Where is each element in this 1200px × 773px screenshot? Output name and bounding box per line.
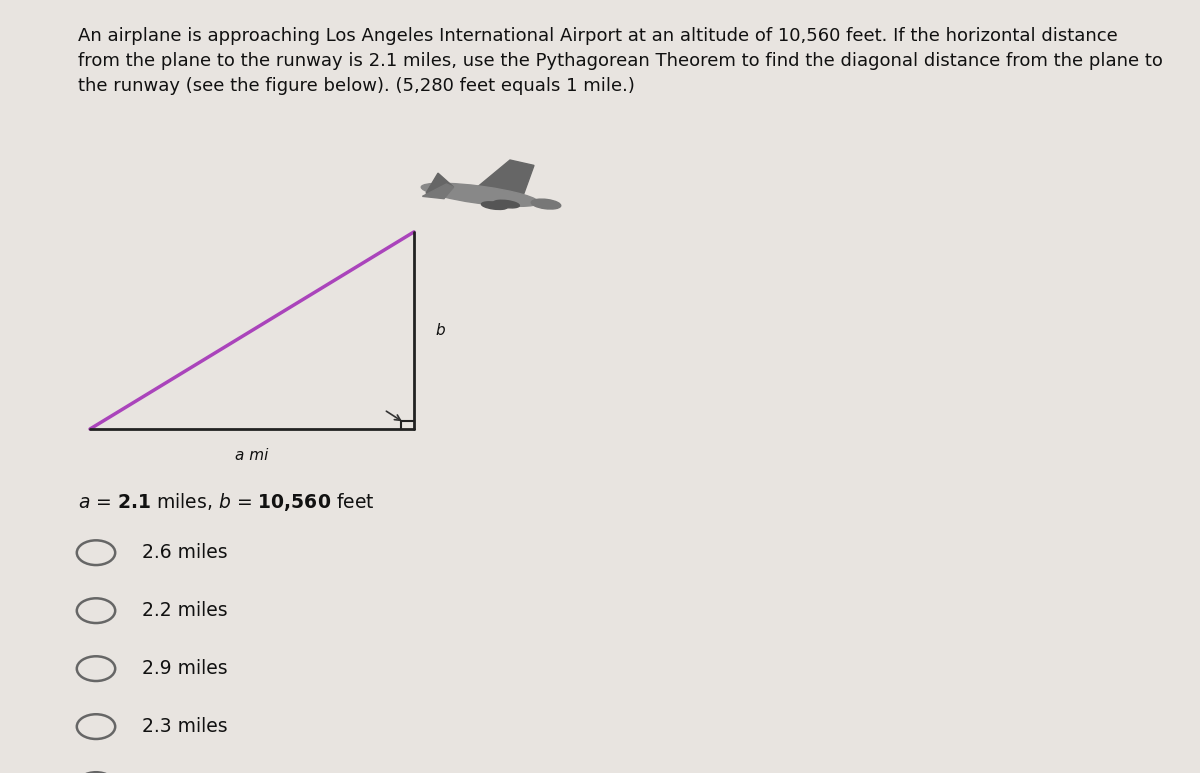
Text: a mi: a mi bbox=[235, 448, 269, 463]
Polygon shape bbox=[468, 160, 534, 199]
Text: 2.3 miles: 2.3 miles bbox=[142, 717, 227, 736]
Ellipse shape bbox=[532, 199, 560, 209]
Text: An airplane is approaching Los Angeles International Airport at an altitude of 1: An airplane is approaching Los Angeles I… bbox=[78, 27, 1163, 95]
Ellipse shape bbox=[493, 200, 520, 208]
Ellipse shape bbox=[421, 183, 539, 206]
Text: $\it{a}$ = $\bf{2.1}$ miles, $\it{b}$ = $\bf{10{,}560}$ feet: $\it{a}$ = $\bf{2.1}$ miles, $\it{b}$ = … bbox=[78, 491, 374, 512]
Polygon shape bbox=[422, 184, 454, 199]
Text: 2.9 miles: 2.9 miles bbox=[142, 659, 227, 678]
Text: 2.6 miles: 2.6 miles bbox=[142, 543, 227, 562]
Text: b: b bbox=[436, 323, 445, 338]
Ellipse shape bbox=[481, 202, 508, 209]
Polygon shape bbox=[426, 173, 454, 193]
Text: 2.2 miles: 2.2 miles bbox=[142, 601, 227, 620]
